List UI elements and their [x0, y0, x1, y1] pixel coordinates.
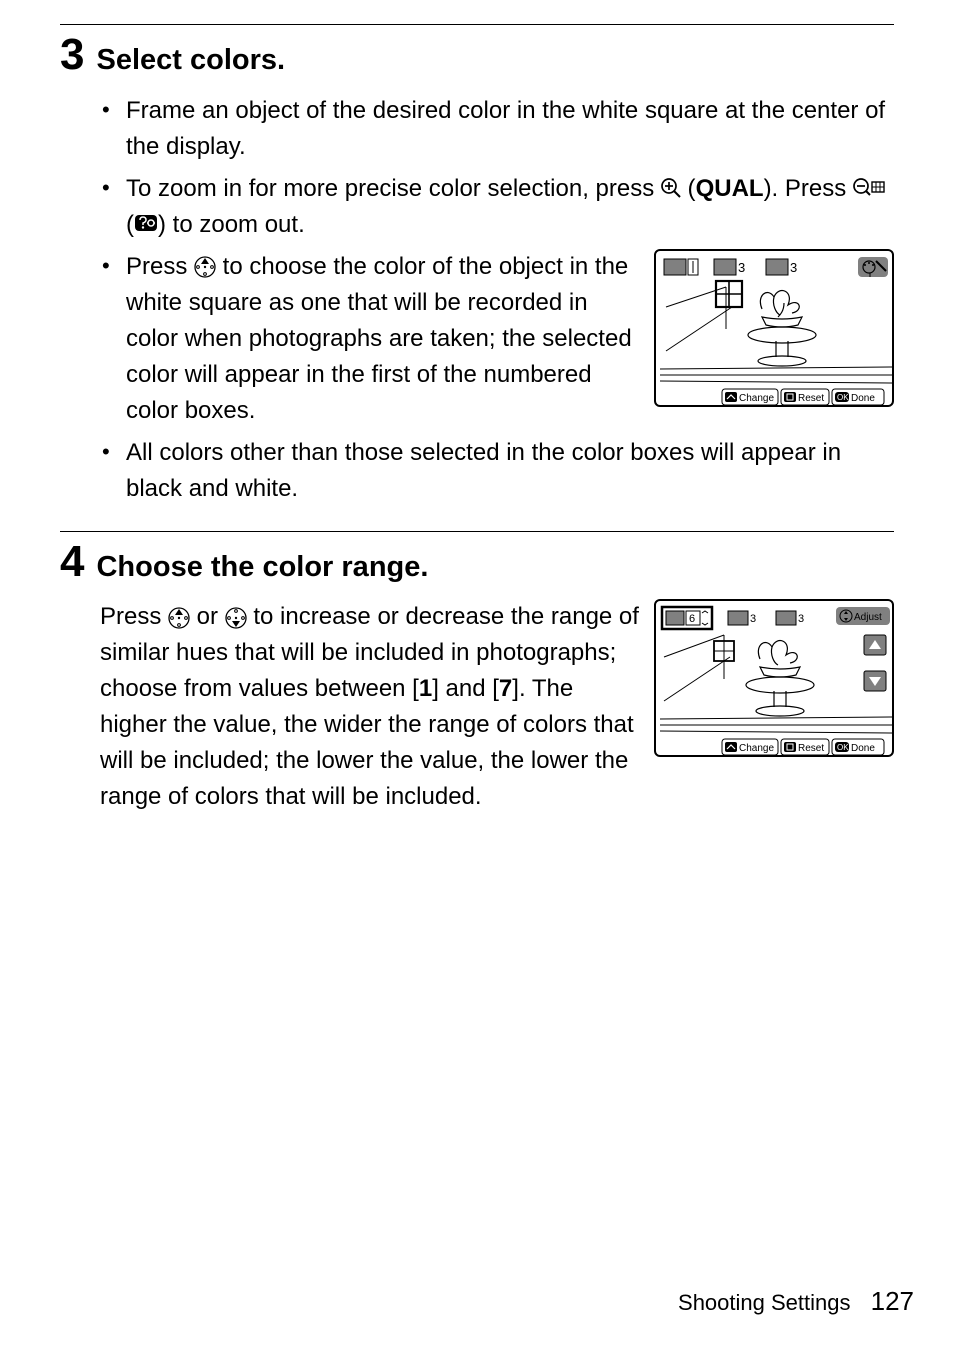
svg-text:Adjust: Adjust	[854, 612, 882, 623]
bullet-press-up: Press to choose the color of the object …	[102, 249, 894, 429]
magnify-minus-grid-icon	[853, 178, 885, 200]
bullet-other-colors: All colors other than those selected in …	[102, 435, 894, 507]
step-4-header: 4 Choose the color range.	[60, 540, 894, 590]
dpad-up-icon	[168, 607, 190, 629]
question-key-icon	[134, 214, 158, 236]
bullet-zoom: To zoom in for more precise color select…	[102, 171, 894, 243]
figure-select-color: 3 3	[654, 249, 894, 407]
qual-label: QUAL	[696, 175, 764, 202]
svg-text:3: 3	[798, 613, 804, 625]
svg-text:3: 3	[750, 613, 756, 625]
figure-color-range: 6 3 3 Adjust	[654, 599, 894, 757]
svg-text:Change: Change	[739, 743, 774, 754]
bullet-frame-object: Frame an object of the desired color in …	[102, 93, 894, 165]
page-footer: Shooting Settings 127	[678, 1282, 914, 1321]
svg-text:3: 3	[738, 260, 745, 275]
dpad-down-icon	[225, 607, 247, 629]
step-3-header: 3 Select colors.	[60, 33, 894, 83]
step-4: 4 Choose the color range. Press or to in…	[60, 531, 894, 822]
section-name: Shooting Settings	[678, 1290, 850, 1315]
svg-text:OK: OK	[837, 743, 849, 752]
step-3: 3 Select colors. Frame an object of the …	[60, 24, 894, 507]
dpad-up-icon	[194, 256, 216, 278]
step-3-title: Select colors.	[96, 39, 285, 83]
svg-text:OK: OK	[837, 393, 849, 402]
magnify-plus-icon	[661, 178, 681, 200]
page-number: 127	[871, 1286, 914, 1316]
step-4-paragraph: Press or to increase or decrease the ran…	[100, 599, 642, 815]
svg-text:3: 3	[790, 260, 797, 275]
svg-text:Reset: Reset	[798, 393, 824, 404]
step-3-bullets: Frame an object of the desired color in …	[102, 93, 894, 507]
svg-text:Done: Done	[851, 393, 875, 404]
step-4-title: Choose the color range.	[96, 546, 428, 590]
svg-text:Done: Done	[851, 743, 875, 754]
step-4-number: 4	[60, 540, 84, 584]
svg-text:Change: Change	[739, 393, 774, 404]
svg-text:6: 6	[689, 613, 695, 625]
svg-text:Reset: Reset	[798, 743, 824, 754]
step-3-number: 3	[60, 33, 84, 77]
